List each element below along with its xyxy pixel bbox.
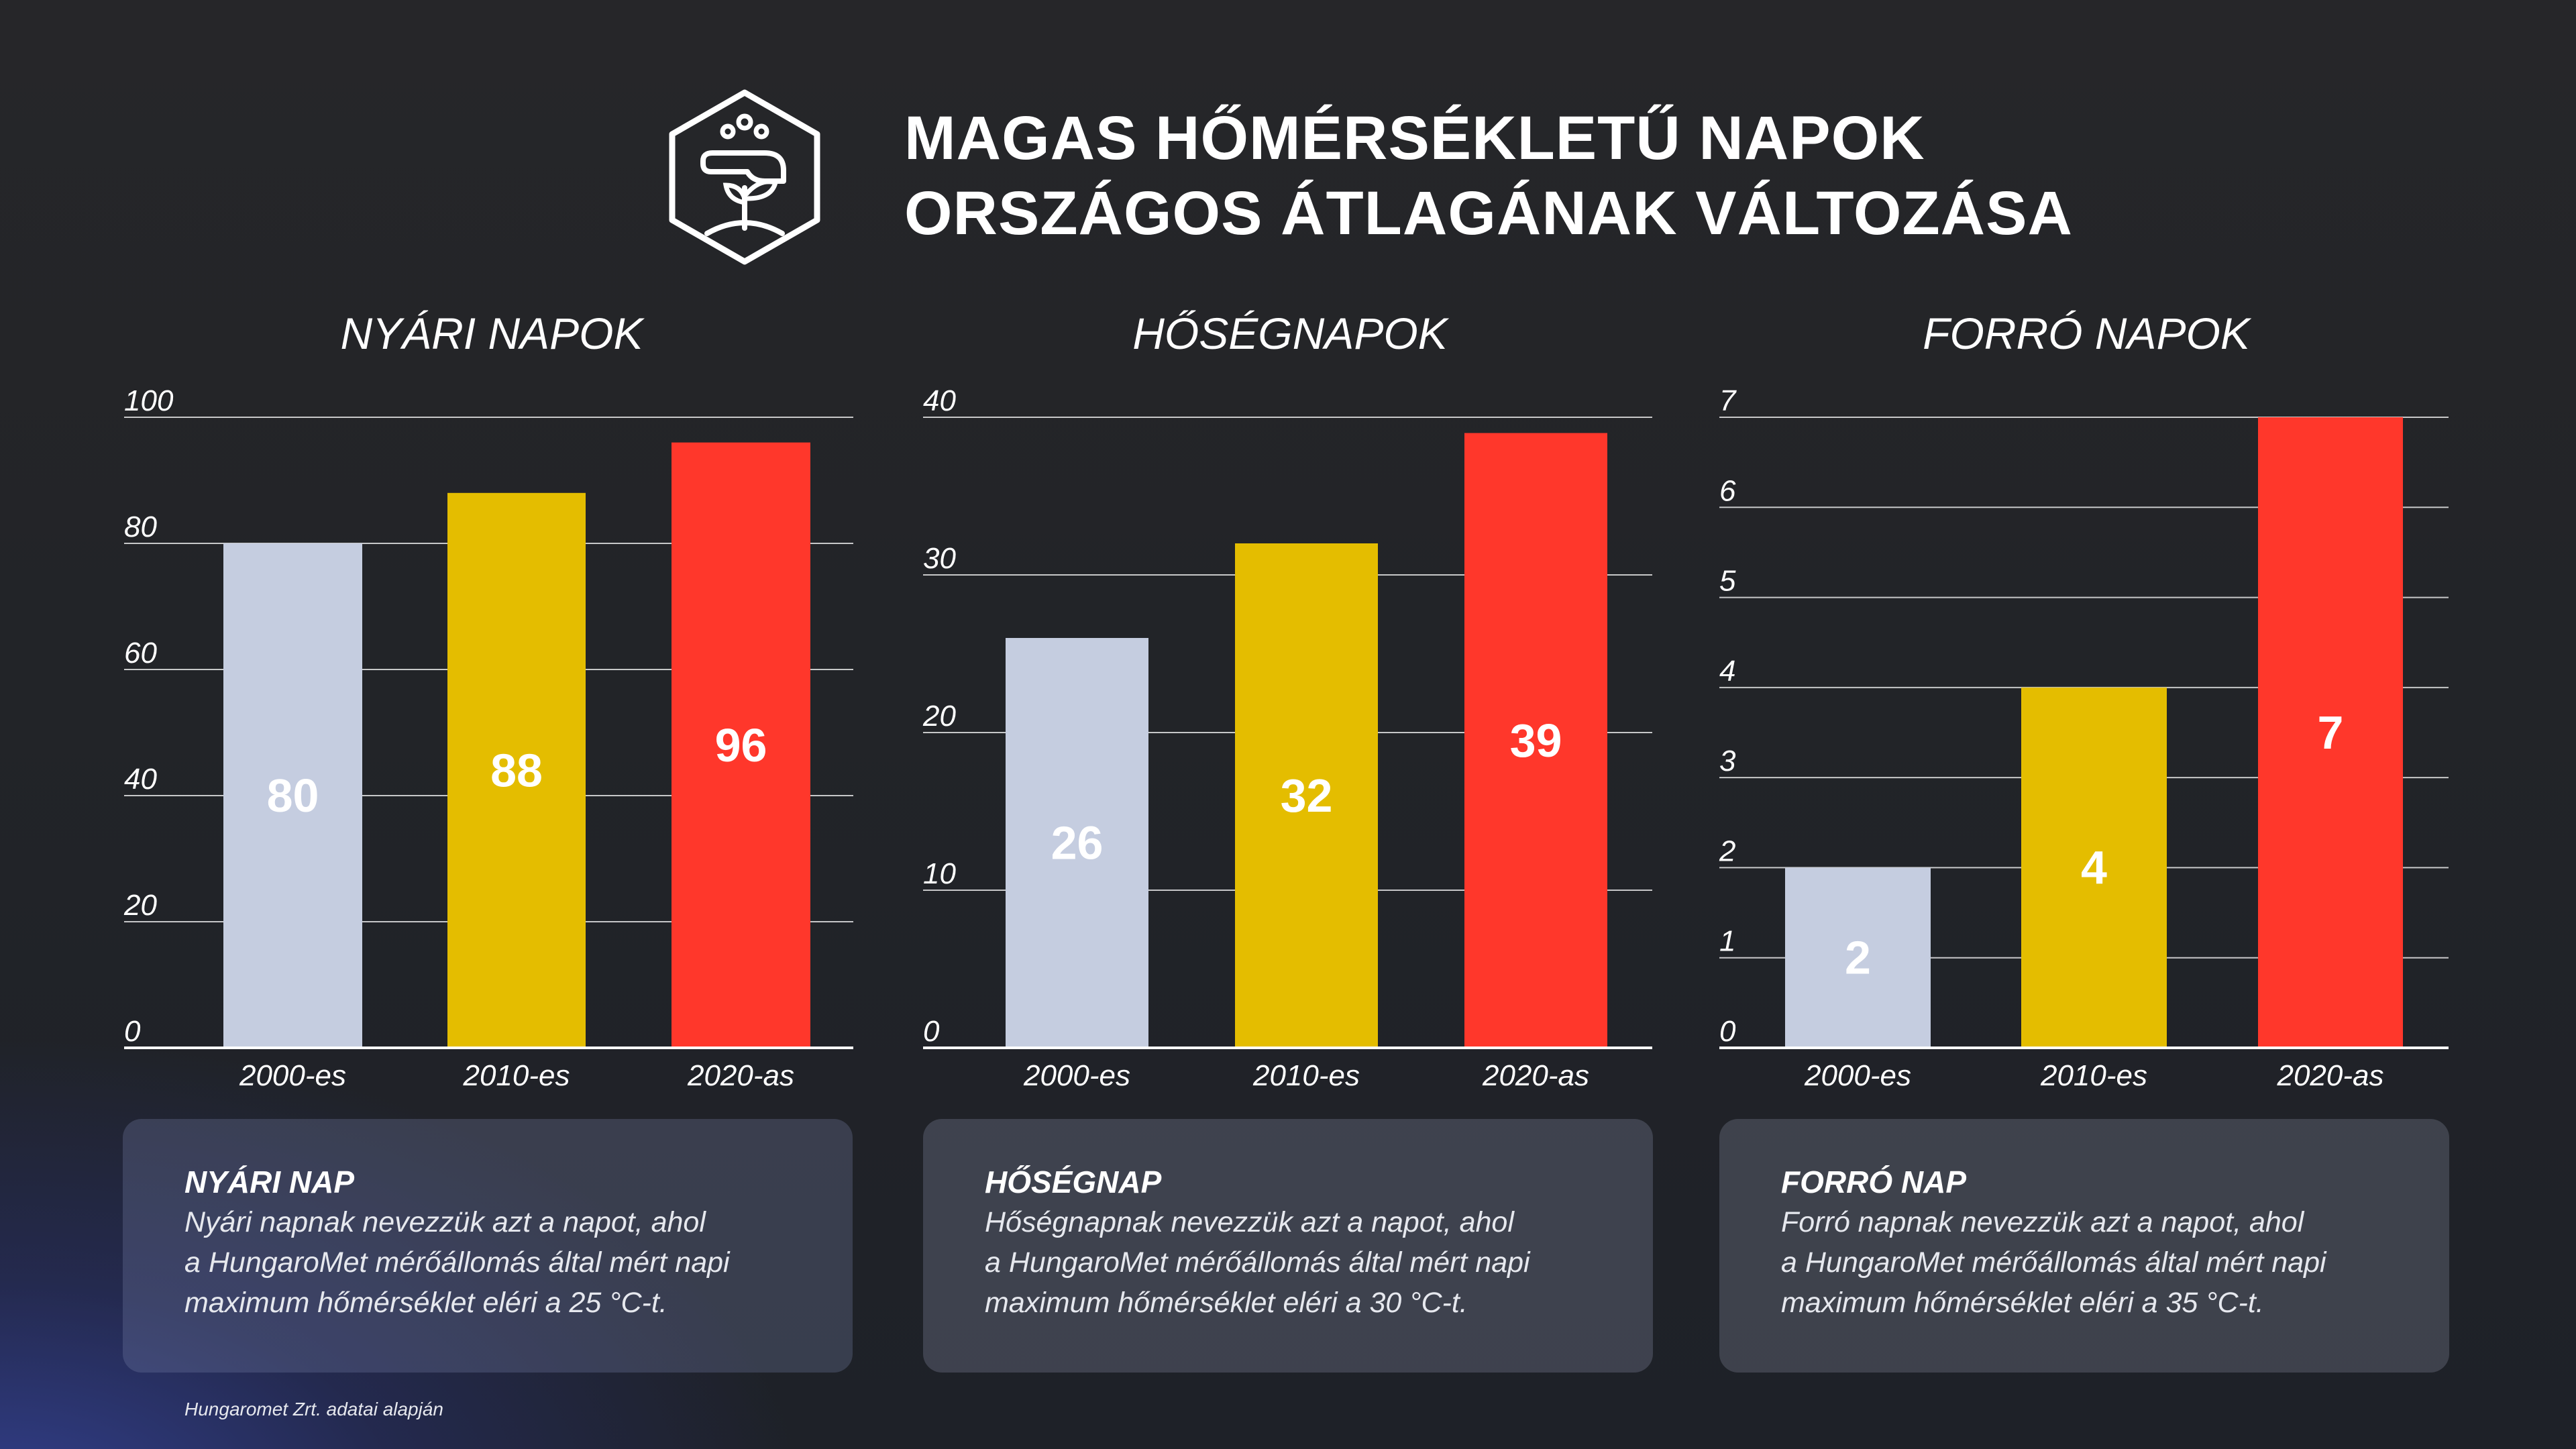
data-label: 32: [1281, 769, 1333, 822]
page-title-line-2: ORSZÁGOS ÁTLAGÁNAK VÁLTOZÁSA: [904, 179, 2073, 248]
y-tick-label: 0: [124, 1015, 141, 1048]
bar-2000-es: [1785, 867, 1931, 1048]
y-tick-label: 4: [1719, 655, 1735, 688]
y-tick-label: 6: [1719, 474, 1736, 507]
x-tick-label: 2020-as: [2276, 1059, 2383, 1092]
x-tick-label: 2020-as: [687, 1059, 794, 1092]
x-tick-label: 2010-es: [2040, 1059, 2147, 1092]
data-label: 96: [715, 719, 767, 771]
source-note: Hungaromet Zrt. adatai alapján: [184, 1399, 443, 1419]
y-tick-label: 100: [124, 384, 174, 417]
x-tick-label: 2010-es: [1252, 1059, 1360, 1092]
info-card-forro-nap: FORRÓ NAP Forró napnak nevezzük azt a na…: [1719, 1119, 2449, 1373]
bar-2010-es: [2021, 687, 2167, 1048]
y-tick-label: 7: [1719, 384, 1737, 417]
bar-2010-es: [1235, 543, 1378, 1048]
bar-2010-es: [447, 492, 586, 1048]
y-tick-label: 40: [923, 384, 956, 417]
y-tick-label: 30: [923, 542, 956, 575]
bar-2000-es: [223, 543, 362, 1048]
hand-with-sprout-icon: [669, 89, 820, 265]
bar-2020-as: [2258, 417, 2403, 1048]
y-tick-label: 80: [124, 511, 157, 543]
bar-2020-as: [672, 442, 810, 1048]
data-label: 88: [490, 744, 543, 796]
page-title: MAGAS HŐMÉRSÉKLETŰ NAPOK ORSZÁGOS ÁTLAGÁ…: [904, 101, 2073, 251]
data-label: 2: [1845, 932, 1871, 984]
y-tick-label: 40: [124, 763, 157, 796]
info-card-text: Nyári napnak nevezzük azt a napot, ahol …: [184, 1206, 730, 1319]
info-card-title: FORRÓ NAP: [1781, 1165, 1966, 1199]
chart-title: HŐSÉGNAPOK: [1132, 309, 1449, 358]
bar-2020-as: [1464, 433, 1607, 1048]
y-tick-label: 20: [922, 700, 956, 733]
info-card-title: HŐSÉGNAP: [985, 1165, 1162, 1199]
x-tick-label: 2010-es: [462, 1059, 570, 1092]
data-label: 4: [2081, 841, 2107, 894]
y-tick-label: 3: [1719, 745, 1736, 777]
page-title-line-1: MAGAS HŐMÉRSÉKLETŰ NAPOK: [904, 104, 1925, 172]
chart-title: FORRÓ NAPOK: [1923, 309, 2252, 358]
data-label: 80: [267, 769, 319, 822]
y-tick-label: 10: [923, 857, 956, 890]
info-card-hosegnap: HŐSÉGNAP Hőségnapnak nevezzük azt a napo…: [923, 1119, 1653, 1373]
data-label: 39: [1510, 714, 1562, 767]
info-card-text: Forró napnak nevezzük azt a napot, ahol …: [1781, 1206, 2326, 1319]
y-tick-label: 5: [1719, 565, 1736, 598]
bar-2000-es: [1006, 638, 1148, 1048]
info-card-nyari-nap: NYÁRI NAP Nyári napnak nevezzük azt a na…: [123, 1119, 853, 1373]
y-tick-label: 0: [1719, 1015, 1736, 1048]
y-tick-label: 1: [1719, 925, 1735, 958]
chart-title: NYÁRI NAPOK: [340, 309, 645, 358]
x-tick-label: 2000-es: [1023, 1059, 1130, 1092]
x-tick-label: 2020-as: [1482, 1059, 1589, 1092]
y-tick-label: 60: [124, 637, 157, 669]
data-label: 7: [2318, 706, 2344, 759]
info-card-title: NYÁRI NAP: [184, 1165, 355, 1199]
x-tick-label: 2000-es: [239, 1059, 346, 1092]
info-card-text: Hőségnapnak nevezzük azt a napot, ahol a…: [985, 1206, 1530, 1319]
y-tick-label: 20: [123, 889, 157, 922]
y-tick-label: 0: [923, 1015, 940, 1048]
y-tick-label: 2: [1719, 835, 1735, 867]
data-label: 26: [1051, 817, 1104, 869]
x-tick-label: 2000-es: [1804, 1059, 1911, 1092]
